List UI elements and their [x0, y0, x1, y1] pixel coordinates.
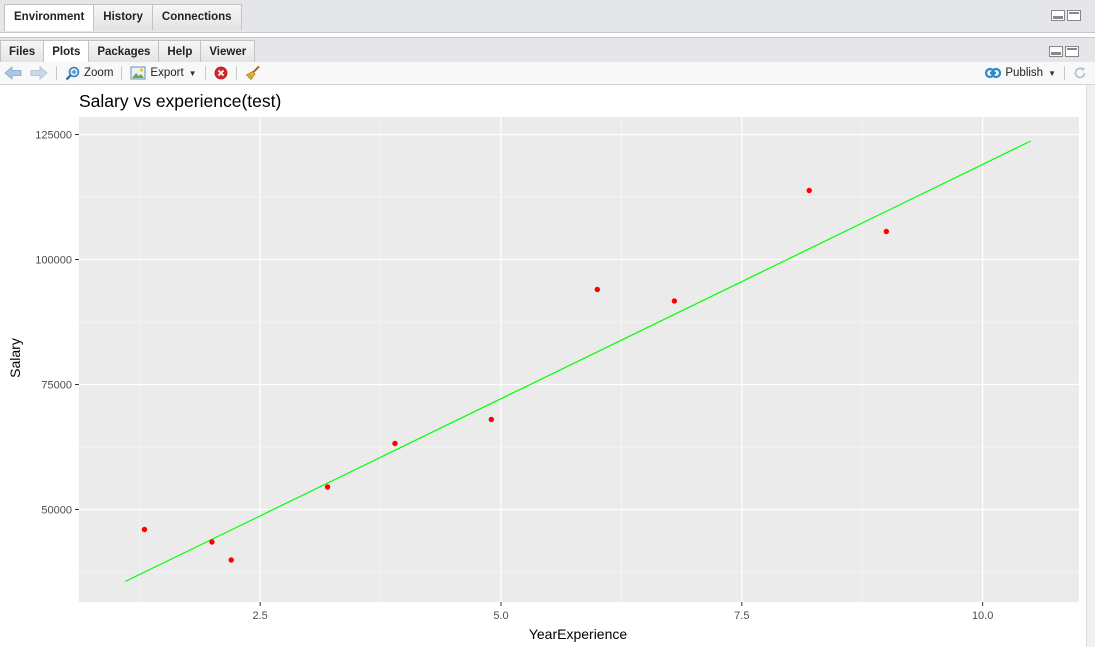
plot-scrollbar[interactable] [1086, 85, 1095, 647]
plots-pane-window-controls [1049, 46, 1079, 57]
data-points-layer [141, 187, 890, 563]
chart-title: Salary vs experience(test) [79, 91, 281, 111]
arrow-right-icon [30, 66, 48, 80]
toolbar-separator [1064, 66, 1065, 80]
close-circle-icon [214, 66, 227, 80]
refresh-button[interactable] [1069, 63, 1091, 83]
x-tick-label: 10.0 [972, 610, 993, 622]
toolbar-right-group: Publish ▼ [981, 63, 1095, 83]
broom-icon [245, 65, 260, 81]
x-tick-label: 5.0 [493, 610, 508, 622]
tab-environment[interactable]: Environment [4, 4, 95, 31]
magnifier-icon [65, 66, 80, 80]
maximize-pane-icon[interactable] [1065, 46, 1079, 57]
zoom-label: Zoom [84, 67, 114, 79]
y-tick-label: 100000 [35, 255, 72, 267]
clear-all-plots-button[interactable] [241, 63, 265, 83]
data-point [228, 557, 234, 563]
plots-toolbar: Zoom Export ▼ Publish ▼ [0, 62, 1095, 85]
scatter-chart: 2.5 5.0 7.5 10.0 50000 75000 100000 125000 Sal… [7, 91, 1079, 642]
x-tick-label: 2.5 [252, 610, 267, 622]
data-point [209, 539, 215, 545]
regression-line [124, 140, 1032, 583]
toolbar-separator [204, 66, 206, 80]
fit-line-layer [124, 140, 1032, 583]
chevron-down-icon: ▼ [188, 68, 197, 78]
refresh-icon [1074, 67, 1086, 79]
minimize-pane-icon[interactable] [1051, 10, 1065, 21]
x-axis-label: YearExperience [529, 626, 628, 642]
maximize-pane-icon[interactable] [1067, 10, 1081, 21]
data-point [141, 526, 148, 533]
export-label: Export [150, 67, 184, 79]
data-point [324, 484, 331, 490]
data-point [392, 440, 398, 447]
zoom-button[interactable]: Zoom [61, 63, 117, 83]
y-axis-label: Salary [7, 338, 23, 378]
pane-splitter[interactable] [0, 33, 1095, 37]
plots-tabbar: Files Plots Packages Help Viewer [0, 40, 256, 64]
publish-label: Publish [1005, 67, 1044, 79]
x-tick-label: 7.5 [734, 610, 749, 622]
data-point [671, 298, 678, 304]
data-point [806, 187, 812, 194]
tab-files[interactable]: Files [0, 40, 45, 63]
chevron-down-icon: ▼ [1048, 68, 1056, 78]
environment-tabbar: Environment History Connections [4, 4, 242, 31]
forward-button[interactable] [26, 63, 52, 83]
y-tick-label: 75000 [41, 380, 72, 392]
data-point [883, 228, 890, 235]
toolbar-separator [56, 66, 57, 80]
environment-pane-header: Environment History Connections [0, 0, 1095, 33]
toolbar-separator [235, 66, 237, 80]
tab-viewer[interactable]: Viewer [200, 40, 256, 63]
data-point [594, 286, 601, 293]
back-button[interactable] [0, 63, 26, 83]
tab-connections[interactable]: Connections [151, 4, 242, 30]
tab-history[interactable]: History [93, 4, 153, 30]
tab-plots[interactable]: Plots [43, 40, 90, 64]
plot-panel-background [79, 117, 1079, 602]
y-tick-label: 50000 [41, 505, 72, 517]
minimize-pane-icon[interactable] [1049, 46, 1063, 57]
minor-gridlines [79, 117, 1079, 602]
arrow-left-icon [4, 66, 22, 80]
x-axis-ticks: 2.5 5.0 7.5 10.0 [252, 602, 993, 622]
tab-help[interactable]: Help [158, 40, 202, 63]
plot-viewer: 2.5 5.0 7.5 10.0 50000 75000 100000 125000 Sal… [0, 85, 1087, 647]
plots-pane-header: Files Plots Packages Help Viewer [0, 37, 1095, 64]
y-tick-label: 125000 [35, 130, 72, 142]
environment-pane-window-controls [1051, 10, 1081, 21]
data-point [488, 416, 495, 423]
remove-plot-button[interactable] [210, 63, 232, 83]
rsconnect-publish-icon [985, 67, 1002, 79]
publish-button[interactable]: Publish ▼ [981, 63, 1060, 83]
tab-packages[interactable]: Packages [88, 40, 160, 63]
y-axis-ticks: 50000 75000 100000 125000 [35, 130, 79, 517]
major-gridlines [79, 117, 1079, 602]
toolbar-separator [121, 66, 123, 80]
export-button[interactable]: Export ▼ [126, 63, 200, 83]
image-export-icon [130, 66, 146, 80]
